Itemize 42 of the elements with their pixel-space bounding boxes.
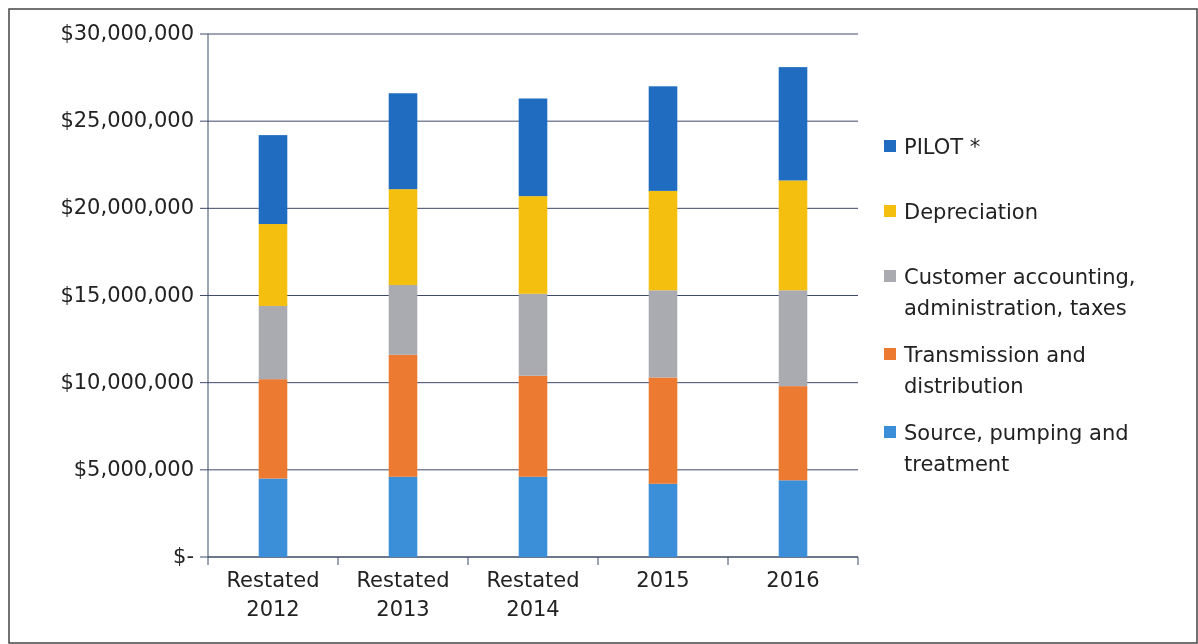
bar — [518, 196, 548, 294]
y-tick-label: $- — [173, 544, 194, 568]
bar — [518, 375, 548, 477]
bar — [648, 377, 678, 484]
legend-label: Depreciation — [904, 200, 1038, 224]
legend-label: Transmission and distribution — [903, 343, 1086, 398]
x-tick-label: 2016 — [766, 568, 820, 592]
bar — [388, 189, 418, 286]
bar — [258, 135, 288, 225]
bar — [778, 180, 808, 291]
x-tick-label: Restated 2013 — [356, 568, 450, 621]
y-tick-label: $10,000,000 — [60, 369, 194, 394]
bar — [518, 293, 548, 376]
bar — [388, 476, 418, 557]
legend-label: Customer accounting, administration, taxes — [904, 265, 1136, 320]
bar — [778, 480, 808, 557]
legend-label: Source, pumping and treatment — [904, 421, 1129, 476]
bar — [258, 305, 288, 380]
bar — [648, 290, 678, 378]
x-tick-label: 2015 — [636, 568, 690, 592]
legend-label: PILOT * — [904, 135, 981, 159]
bar — [778, 290, 808, 387]
bar — [388, 354, 418, 477]
bar — [258, 379, 288, 479]
bar — [258, 224, 288, 306]
bar — [388, 93, 418, 190]
bar — [518, 98, 548, 197]
bar — [518, 476, 548, 557]
y-tick-label: $5,000,000 — [73, 456, 194, 481]
bar — [778, 386, 808, 481]
bar — [648, 483, 678, 557]
bar — [388, 285, 418, 355]
y-tick-label: $25,000,000 — [60, 108, 194, 133]
x-tick-label: Restated 2012 — [226, 568, 320, 621]
bar — [648, 190, 678, 291]
bar — [258, 478, 288, 557]
y-tick-label: $20,000,000 — [60, 195, 194, 220]
y-tick-label: $30,000,000 — [60, 21, 194, 45]
bar — [778, 67, 808, 181]
bar — [648, 86, 678, 191]
y-tick-label: $15,000,000 — [60, 282, 194, 307]
x-tick-label: Restated 2014 — [486, 568, 580, 621]
